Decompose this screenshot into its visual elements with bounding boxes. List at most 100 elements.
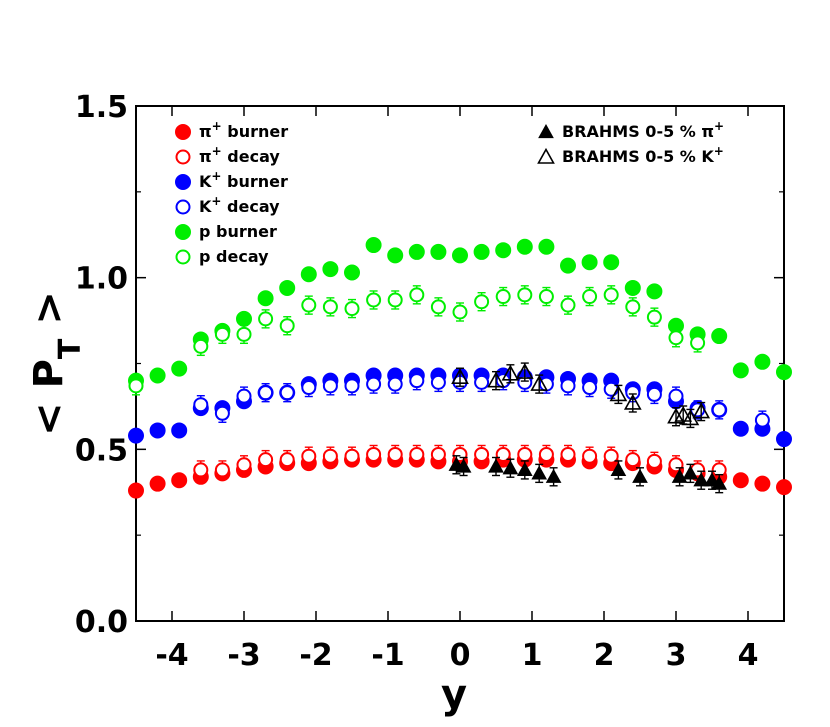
x-tick-label: -1: [371, 638, 404, 673]
data-point: [538, 289, 554, 305]
data-point: [171, 422, 188, 439]
data-point: [409, 446, 425, 462]
x-tick-label: -3: [227, 638, 260, 673]
data-point: [193, 462, 209, 478]
data-point: [322, 448, 338, 464]
y-axis-label-text: < PT >: [26, 291, 88, 436]
data-point: [516, 461, 533, 477]
data-point: [344, 448, 360, 464]
data-point: [171, 472, 188, 489]
data-point: [193, 338, 209, 354]
data-point: [279, 452, 295, 468]
data-point: [667, 407, 685, 424]
data-point: [365, 237, 382, 254]
data-point: [149, 367, 166, 384]
axis-ticks: [136, 105, 784, 622]
series-1: [193, 444, 727, 480]
data-point: [692, 402, 711, 419]
legend-marker: [175, 149, 191, 165]
legend-marker: [175, 224, 191, 240]
data-point: [279, 279, 296, 296]
legend-marker: [175, 249, 191, 265]
data-point: [236, 457, 252, 473]
legend-label: π+ burner: [199, 119, 288, 141]
data-point: [776, 431, 792, 448]
data-point: [668, 457, 684, 473]
data-point: [711, 328, 728, 345]
data-point: [732, 472, 749, 489]
x-tick-label: -4: [155, 638, 188, 673]
data-point: [430, 243, 447, 260]
legend-entry: K+ decay: [175, 194, 280, 216]
data-point: [408, 243, 425, 260]
data-point: [624, 279, 641, 296]
data-point: [530, 374, 549, 391]
data-point: [149, 475, 166, 492]
data-point: [214, 405, 230, 421]
x-tick-label: -2: [299, 638, 332, 673]
data-point: [214, 462, 230, 478]
data-point: [754, 353, 771, 370]
legend-entry: π+ burner: [175, 119, 288, 141]
data-point: [754, 475, 771, 492]
data-point: [625, 299, 641, 315]
data-point: [258, 311, 274, 327]
legend-label: p burner: [199, 222, 277, 241]
data-point: [474, 374, 490, 390]
legend-label: BRAHMS 0-5 % π+: [562, 119, 724, 141]
data-point: [455, 458, 472, 473]
data-point: [646, 453, 662, 469]
legend-right: BRAHMS 0-5 % π+ BRAHMS 0-5 % K+: [537, 119, 724, 166]
data-point: [538, 238, 555, 255]
x-axis-label: y: [441, 672, 467, 718]
legend-marker: [175, 124, 191, 140]
data-point: [690, 335, 706, 351]
data-point: [517, 446, 533, 462]
data-point: [387, 292, 403, 308]
data-point: [171, 360, 188, 377]
data-point: [545, 468, 562, 483]
data-point: [495, 289, 511, 305]
data-point: [776, 364, 792, 381]
legend-entry: p burner: [175, 222, 277, 241]
data-point: [430, 374, 446, 390]
legend-entry: K+ burner: [175, 169, 288, 191]
legend-marker: [537, 147, 555, 164]
legend-marker: [175, 199, 191, 215]
data-point: [430, 446, 446, 462]
legend-label: p decay: [199, 247, 269, 266]
data-point: [603, 254, 620, 271]
data-point: [301, 297, 317, 313]
data-point: [451, 368, 469, 385]
data-point: [366, 446, 382, 462]
data-point: [610, 461, 627, 477]
series-3: [193, 370, 770, 430]
data-point: [632, 468, 648, 483]
data-point: [430, 299, 446, 315]
data-points: [128, 237, 792, 499]
data-point: [236, 326, 252, 342]
data-point: [517, 287, 533, 303]
data-point: [609, 385, 628, 402]
data-point: [502, 460, 519, 475]
data-point: [452, 247, 468, 264]
data-point: [344, 301, 360, 317]
data-point: [473, 243, 490, 260]
y-tick-label: 0.5: [75, 433, 128, 468]
data-point: [516, 238, 533, 255]
legend-marker: [538, 123, 554, 139]
data-point: [214, 326, 230, 342]
data-point: [474, 446, 490, 462]
data-point: [387, 446, 403, 462]
data-point: [711, 475, 728, 490]
legend-left: π+ burner π+ decay K+ burner K+ decay p burn…: [175, 119, 288, 266]
legend-label: K+ decay: [199, 194, 280, 216]
legend-entry: BRAHMS 0-5 % π+: [538, 119, 724, 141]
series-4: [128, 237, 792, 389]
legend-entry: BRAHMS 0-5 % K+: [537, 144, 724, 166]
data-point: [531, 465, 548, 480]
data-point: [322, 378, 338, 394]
data-point: [488, 458, 504, 473]
data-point: [582, 448, 598, 464]
